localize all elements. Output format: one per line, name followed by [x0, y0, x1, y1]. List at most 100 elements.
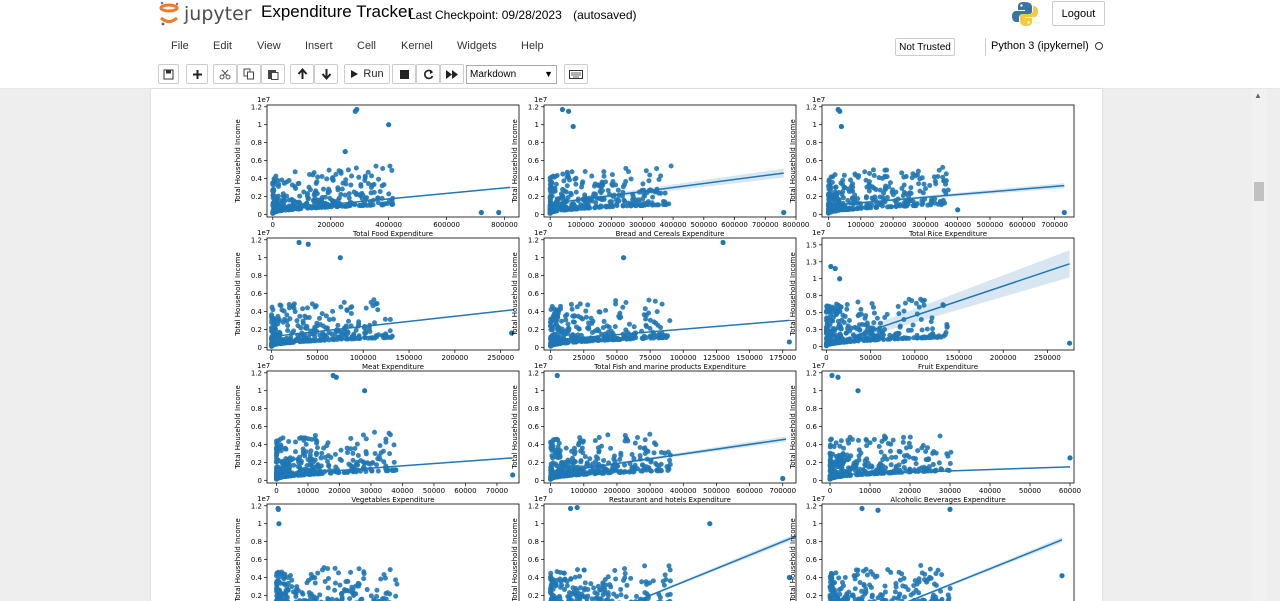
data-point — [881, 597, 887, 601]
data-point — [828, 309, 834, 315]
data-point — [591, 191, 597, 197]
save-button[interactable] — [158, 64, 179, 84]
logout-button[interactable]: Logout — [1052, 1, 1105, 26]
menu-file[interactable]: File — [171, 40, 189, 52]
interrupt-button[interactable] — [392, 64, 416, 84]
cell-type-select[interactable]: Markdown ▼ — [466, 65, 557, 84]
data-point — [289, 584, 295, 590]
copy-button[interactable] — [237, 64, 261, 84]
restart-run-all-button[interactable] — [440, 64, 464, 84]
data-point — [623, 594, 629, 600]
data-point — [595, 326, 601, 332]
data-point — [271, 176, 277, 182]
plot-area — [548, 239, 792, 349]
data-point — [639, 462, 645, 468]
data-point — [855, 437, 861, 443]
regression-line — [852, 263, 1070, 338]
data-point — [313, 180, 319, 186]
data-point — [387, 567, 393, 573]
data-point — [906, 296, 912, 302]
data-point — [881, 337, 887, 343]
scrollbar[interactable]: ▲ — [1252, 89, 1267, 601]
data-point — [342, 192, 348, 198]
data-point — [582, 192, 588, 198]
data-point — [338, 591, 344, 597]
data-point — [855, 338, 861, 344]
outlier-point — [1059, 573, 1065, 579]
data-point — [943, 181, 949, 187]
move-down-button[interactable] — [314, 64, 338, 84]
data-point — [643, 316, 649, 322]
data-point — [916, 598, 922, 601]
notebook-container: 0 0.2 0.4 0.6 0.8 1 1.2 0 200000 400000 600000 8000… — [151, 89, 1102, 601]
insert-cell-button[interactable] — [186, 64, 208, 84]
data-point — [829, 195, 835, 201]
data-point — [871, 320, 877, 326]
menu-kernel[interactable]: Kernel — [401, 40, 433, 52]
menu-widgets[interactable]: Widgets — [457, 40, 497, 52]
menu-cell[interactable]: Cell — [357, 40, 376, 52]
data-point — [285, 328, 291, 334]
data-point — [932, 196, 938, 202]
x-tick-label: 75000 — [639, 354, 661, 362]
data-point — [901, 434, 907, 440]
menu-help[interactable]: Help — [521, 40, 544, 52]
scroll-thumb[interactable] — [1254, 182, 1264, 201]
data-point — [614, 201, 620, 207]
data-point — [353, 165, 359, 171]
data-point — [865, 460, 871, 466]
data-point — [549, 594, 555, 600]
data-point — [665, 467, 671, 473]
command-palette-button[interactable] — [564, 64, 588, 84]
data-point — [295, 336, 301, 342]
data-point — [892, 589, 898, 595]
data-point — [826, 210, 832, 216]
data-point — [824, 324, 830, 330]
y-tick-label: 0.4 — [528, 441, 540, 449]
jupyter-logo[interactable]: jupyter — [159, 1, 253, 27]
y-tick-label: 0.6 — [806, 556, 818, 564]
menu-edit[interactable]: Edit — [213, 40, 232, 52]
notebook-title[interactable]: Expenditure Tracker — [261, 2, 414, 21]
data-point — [609, 598, 615, 601]
paste-button[interactable] — [261, 64, 285, 84]
data-point — [667, 318, 673, 324]
y-tick-label: 1 — [258, 121, 262, 129]
data-point — [938, 202, 944, 208]
data-point — [636, 197, 642, 203]
data-point — [368, 593, 374, 599]
data-point — [877, 202, 883, 208]
data-point — [933, 571, 939, 577]
cut-button[interactable] — [213, 64, 237, 84]
checkpoint-status: Last Checkpoint: 09/28/2023 (autosaved) — [409, 8, 637, 22]
data-point — [554, 447, 560, 453]
run-button[interactable]: Run — [344, 64, 390, 84]
menu-insert[interactable]: Insert — [305, 40, 333, 52]
data-point — [374, 587, 380, 593]
data-point — [641, 312, 647, 318]
scroll-up-icon[interactable]: ▲ — [1254, 91, 1262, 100]
data-point — [667, 598, 673, 601]
data-point — [549, 579, 555, 585]
move-up-button[interactable] — [290, 64, 314, 84]
x-tick-label: 400000 — [375, 221, 402, 229]
y-tick-label: 1.3 — [806, 258, 817, 266]
kernel-name[interactable]: Python 3 (ipykernel) — [991, 40, 1089, 52]
data-point — [348, 446, 354, 452]
outlier-point — [333, 374, 339, 380]
data-point — [270, 307, 276, 313]
data-point — [840, 469, 846, 475]
data-point — [882, 187, 888, 193]
data-point — [640, 181, 646, 187]
data-point — [342, 203, 348, 209]
y-tick-label: 0.4 — [251, 441, 263, 449]
data-point — [887, 180, 893, 186]
data-point — [876, 336, 882, 342]
data-point — [274, 476, 280, 482]
not-trusted-button[interactable]: Not Trusted — [895, 38, 955, 56]
x-tick-label: 150000 — [396, 354, 423, 362]
restart-button[interactable] — [416, 64, 440, 84]
outlier-point — [838, 123, 844, 130]
data-point — [635, 435, 641, 441]
menu-view[interactable]: View — [257, 40, 281, 52]
